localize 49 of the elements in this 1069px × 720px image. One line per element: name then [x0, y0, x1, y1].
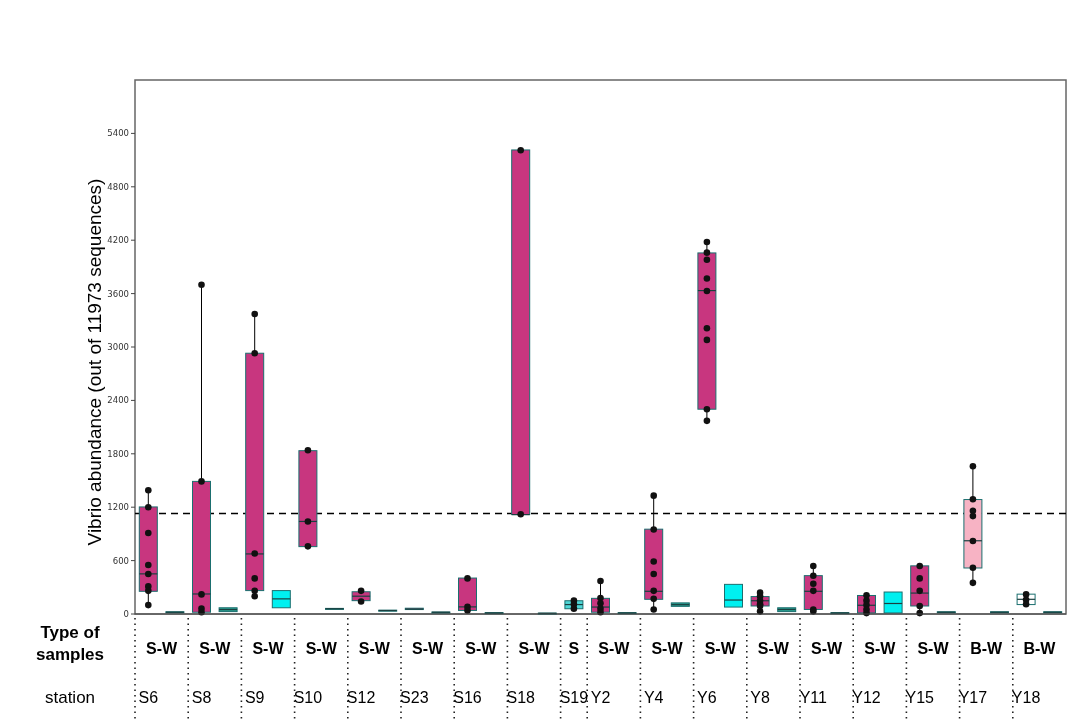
y-tick-label: 4800: [107, 181, 129, 192]
y-tick-label: 0: [123, 608, 129, 619]
x-tick-label: S6: [138, 688, 159, 706]
text: S-W: [146, 639, 179, 657]
text: Type of samples: [35, 623, 105, 664]
x-tick-label: Y8: [750, 688, 770, 706]
text: S-W: [704, 639, 737, 657]
x-tick-label: Y18: [1011, 688, 1041, 706]
text: S-W: [252, 639, 285, 657]
text: B-W: [970, 639, 1004, 657]
x-tick-label: Y6: [697, 688, 717, 706]
x-tick-label: S19: [559, 688, 589, 706]
text: B-W: [1023, 639, 1057, 657]
x-tick-label: Y11: [799, 688, 828, 706]
text: S-W: [412, 639, 445, 657]
x-tick-label: S23: [400, 688, 429, 706]
x-tick-label: Y15: [905, 688, 935, 706]
y-tick-label: 3600: [107, 288, 129, 299]
y-tick-label: 600: [112, 555, 129, 566]
text: S-W: [465, 639, 498, 657]
text: S: [568, 639, 580, 657]
x-tick-label: Y2: [590, 688, 611, 706]
x-tick-label: S18: [506, 688, 536, 706]
x-axis-title: station: [44, 687, 96, 707]
y-tick-label: 5400: [107, 128, 129, 139]
y-axis-title: Vibrio abundance (out of 11973 sequences): [84, 178, 105, 546]
x-tick-label: S9: [244, 688, 265, 706]
x-tick-label: S12: [346, 688, 376, 706]
y-tick-label: 2400: [107, 395, 129, 406]
text: S-W: [598, 639, 631, 657]
x-tick-label: S10: [293, 688, 323, 706]
x-tick-label: S8: [191, 688, 212, 706]
text: S-W: [917, 639, 950, 657]
text: S-W: [864, 639, 897, 657]
x-tick-label: Y17: [958, 688, 988, 706]
text: S-W: [358, 639, 391, 657]
text: S-W: [518, 639, 551, 657]
y-tick-label: 1800: [107, 448, 129, 459]
text: S-W: [811, 639, 844, 657]
text: S-W: [757, 639, 790, 657]
text: S-W: [305, 639, 338, 657]
y-tick-label: 3000: [107, 341, 129, 352]
x-tick-label: Y12: [852, 688, 881, 706]
x-tick-label: S16: [453, 688, 482, 706]
text: S-W: [651, 639, 684, 657]
y-tick-label: 1200: [107, 502, 129, 513]
text: S-W: [199, 639, 232, 657]
x-tick-label: Y4: [643, 688, 664, 706]
y-tick-label: 4200: [107, 235, 129, 246]
